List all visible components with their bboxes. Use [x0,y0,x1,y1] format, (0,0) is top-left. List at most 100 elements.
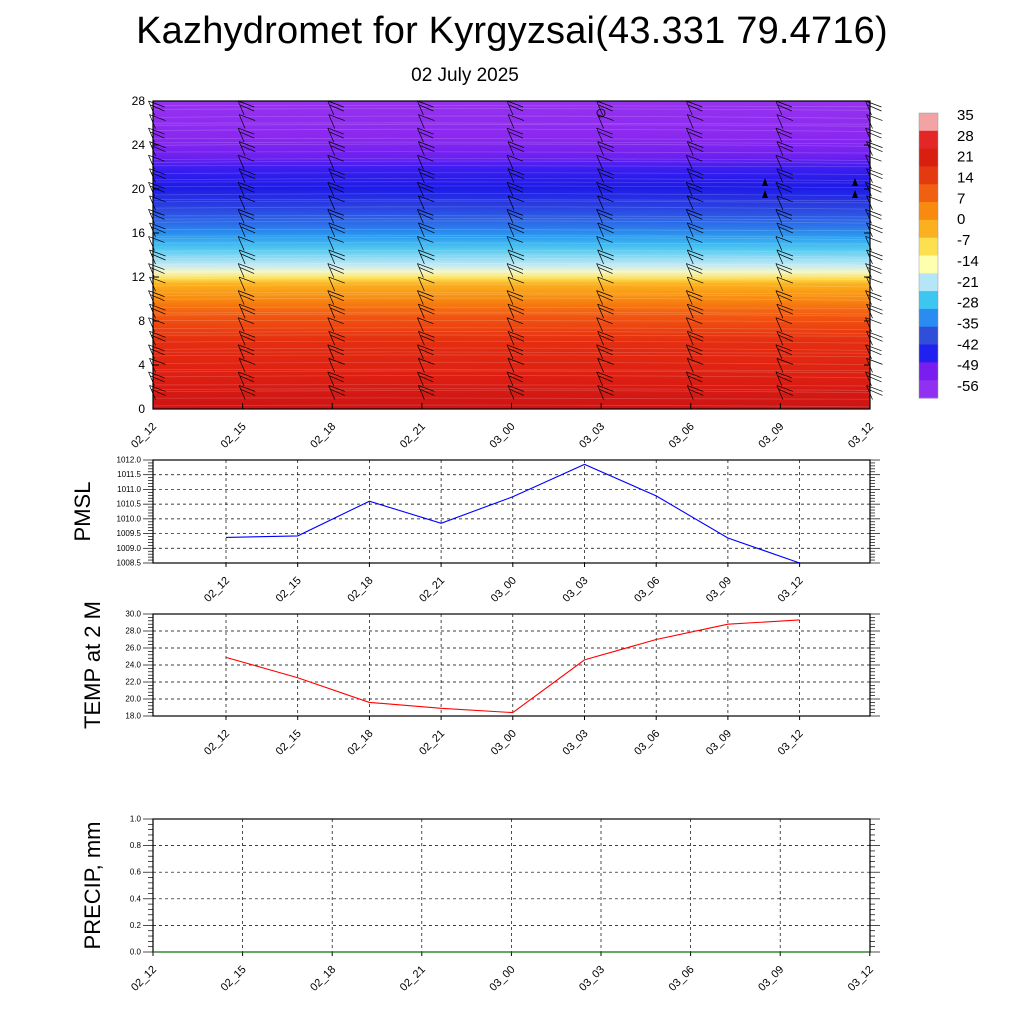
contour-line [152,370,871,374]
wind-barb [327,100,335,116]
wind-barb [596,290,603,305]
wind-barb [685,290,693,305]
wind-barb-flag [148,209,165,216]
wind-barb-flag [776,195,793,203]
wind-barb-flag [419,294,434,301]
wind-barb-flag [508,294,524,301]
wind-barb [686,114,694,129]
wind-barb-flag [687,195,704,203]
wind-barb [776,331,784,346]
x-tick-label: 02_15 [274,728,304,758]
wind-barb-flag [420,172,435,180]
wind-barb [597,358,604,373]
wind-barb-flag [240,253,256,261]
wind-barb [238,222,246,238]
x-tick-label: 02_18 [345,728,375,758]
x-tick-label: 02_12 [202,728,232,758]
colorbar-segment [919,308,938,328]
wind-barb-flag [777,348,793,356]
wind-barb-flag [776,303,793,311]
wind-barb-flag [686,371,703,379]
wind-barb-flag [865,263,882,270]
wind-barb-flag [328,114,345,121]
wind-barb-flag [330,253,345,261]
wind-barb [507,249,515,265]
wind-barb-flag [509,307,525,315]
wind-barb [686,358,694,373]
wind-barb-flag [418,358,435,365]
wind-barb-flag [148,344,165,352]
contour-line [152,277,871,281]
wind-barb-column [417,100,435,400]
wind-barb-flag [238,209,255,216]
wind-barb-flag [149,303,166,311]
wind-barb [775,127,783,143]
wind-barb [417,290,424,305]
wind-barb-flag [775,181,792,189]
wind-barb-flag [239,267,255,274]
wind-barb-flag [509,389,525,396]
wind-barb-flag [597,141,614,148]
wind-barb [417,317,424,332]
colorbar-segment [919,130,938,150]
wind-barb [327,155,335,170]
wind-barb [506,344,514,359]
wind-barb-flag [599,145,614,152]
contour-line [152,351,871,354]
wind-barb-flag [507,141,525,148]
wind-barb-flag [419,213,434,220]
wind-barb-flag [239,375,255,383]
y-tick-label: 1012.0 [117,456,142,465]
wind-barb-flag [330,145,345,152]
contour-line [152,294,871,297]
wind-barb-flag [148,290,165,297]
wind-barb-flag [238,154,255,162]
wind-barb-pennant [762,190,768,198]
y-tick-label: 18.0 [125,712,141,721]
wind-barb-flag [866,303,883,311]
wind-barb-flag [239,276,256,284]
contour-line [152,368,871,372]
wind-barb-flag [149,168,166,176]
x-tick-label: 03_03 [561,575,591,605]
wind-barb-flag [776,385,793,392]
wind-barb-flag [868,172,883,180]
wind-barb-flag [506,100,524,108]
x-tick-label: 02_21 [417,575,447,605]
x-tick-label: 02_21 [398,964,428,994]
wind-barb-flag [239,249,256,257]
wind-barb-flag [330,307,345,315]
wind-barb-flag [776,249,793,257]
wind-barb-flag [148,154,165,162]
wind-barb [597,222,604,238]
wind-barb [775,182,783,197]
wind-barb-flag [596,236,613,243]
wind-barb-flag [599,334,614,342]
wind-barb-flag [328,141,345,148]
wind-barb-flag [418,303,435,311]
wind-barb-flag [597,249,614,257]
x-tick-label: 02_18 [308,421,338,451]
wind-barb-flag [508,131,524,139]
wind-barb [418,168,425,183]
y-tick-label: 1.0 [130,815,142,824]
wind-barb [328,141,336,156]
x-tick-label: 02_15 [219,421,249,451]
x-tick-label: 03_09 [756,421,786,451]
wind-barb [596,182,603,197]
wind-barb [686,195,694,210]
wind-barb-flag [596,209,613,216]
wind-barb-flag [688,213,703,220]
wind-barb-flag [775,344,792,352]
wind-barb-flag [151,307,166,315]
wind-barb-flag [596,154,613,162]
contour-line [152,128,871,132]
wind-barb-flag [238,344,255,352]
colorbar-segment [919,166,938,185]
wind-barb-flag [148,236,165,243]
wind-barb-flag [328,222,345,230]
colorbar-label: 35 [957,107,974,124]
wind-barb-flag [327,371,344,379]
wind-barb [685,344,693,359]
wind-barb-flag [419,375,434,383]
